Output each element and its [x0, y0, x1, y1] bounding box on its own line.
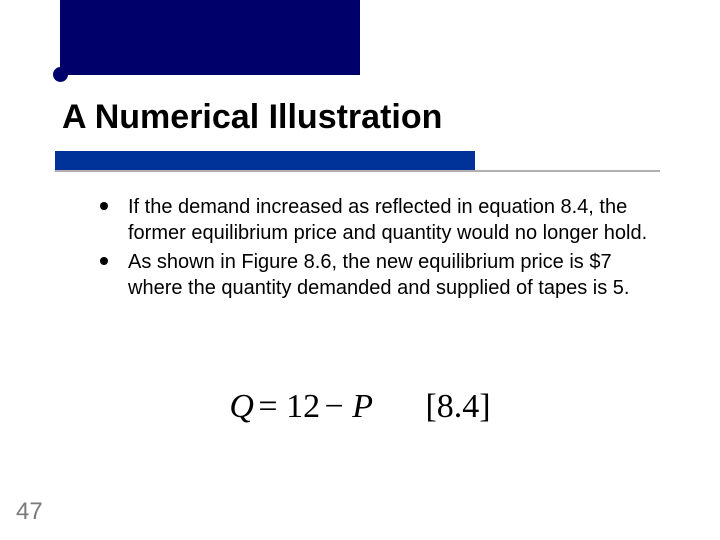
list-item: As shown in Figure 8.6, the new equilibr… [128, 250, 668, 301]
bullet-icon [100, 202, 108, 210]
equation-const: 12 [286, 388, 320, 425]
rule-gray [55, 170, 660, 172]
equation-minus: − [325, 388, 353, 425]
rule-blue [55, 151, 475, 171]
equation-eq: = [258, 388, 286, 425]
body: If the demand increased as reflected in … [128, 195, 668, 305]
bullet-text: As shown in Figure 8.6, the new equilibr… [128, 250, 668, 301]
slide-title: A Numerical Illustration [62, 98, 662, 137]
page-number: 47 [16, 498, 43, 526]
header-disc [53, 67, 68, 82]
slide: A Numerical Illustration If the demand i… [0, 0, 720, 540]
bullet-text: If the demand increased as reflected in … [128, 195, 668, 246]
list-item: If the demand increased as reflected in … [128, 195, 668, 246]
equation-var2: P [352, 388, 373, 425]
equation: Q = 12 − P [8.4] [0, 388, 720, 426]
equation-var: Q [229, 388, 254, 425]
title-rule [55, 145, 665, 171]
bullet-icon [100, 257, 108, 265]
header-block [60, 0, 360, 75]
title-row: A Numerical Illustration [62, 98, 662, 137]
equation-ref: [8.4] [425, 388, 490, 425]
